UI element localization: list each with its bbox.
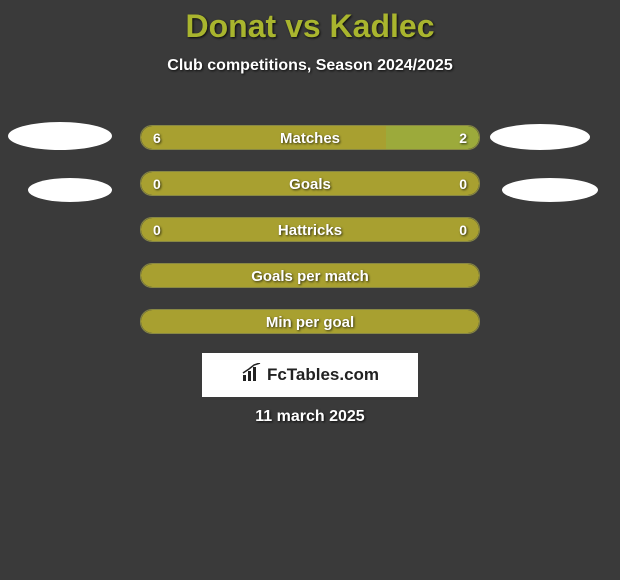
stat-row-hattricks: 00Hattricks	[140, 217, 480, 242]
stat-label: Min per goal	[141, 310, 479, 334]
stat-row-matches: 62Matches	[140, 125, 480, 150]
stat-label: Hattricks	[141, 218, 479, 242]
oval-2	[490, 124, 590, 150]
date-label: 11 march 2025	[0, 408, 620, 426]
stat-label: Goals	[141, 172, 479, 196]
subtitle: Club competitions, Season 2024/2025	[0, 57, 620, 75]
oval-1	[28, 178, 112, 202]
stat-row-goals-per-match: Goals per match	[140, 263, 480, 288]
oval-3	[502, 178, 598, 202]
stat-label: Goals per match	[141, 264, 479, 288]
brand-badge: FcTables.com	[202, 353, 418, 397]
brand-text: FcTables.com	[267, 365, 379, 385]
page-title: Donat vs Kadlec	[0, 0, 620, 45]
stat-row-min-per-goal: Min per goal	[140, 309, 480, 334]
stats-chart: 62Matches 00Goals 00Hattricks Goals per mat…	[140, 125, 480, 355]
chart-icon	[241, 363, 263, 388]
stat-row-goals: 00Goals	[140, 171, 480, 196]
oval-0	[8, 122, 112, 150]
stat-label: Matches	[141, 126, 479, 150]
